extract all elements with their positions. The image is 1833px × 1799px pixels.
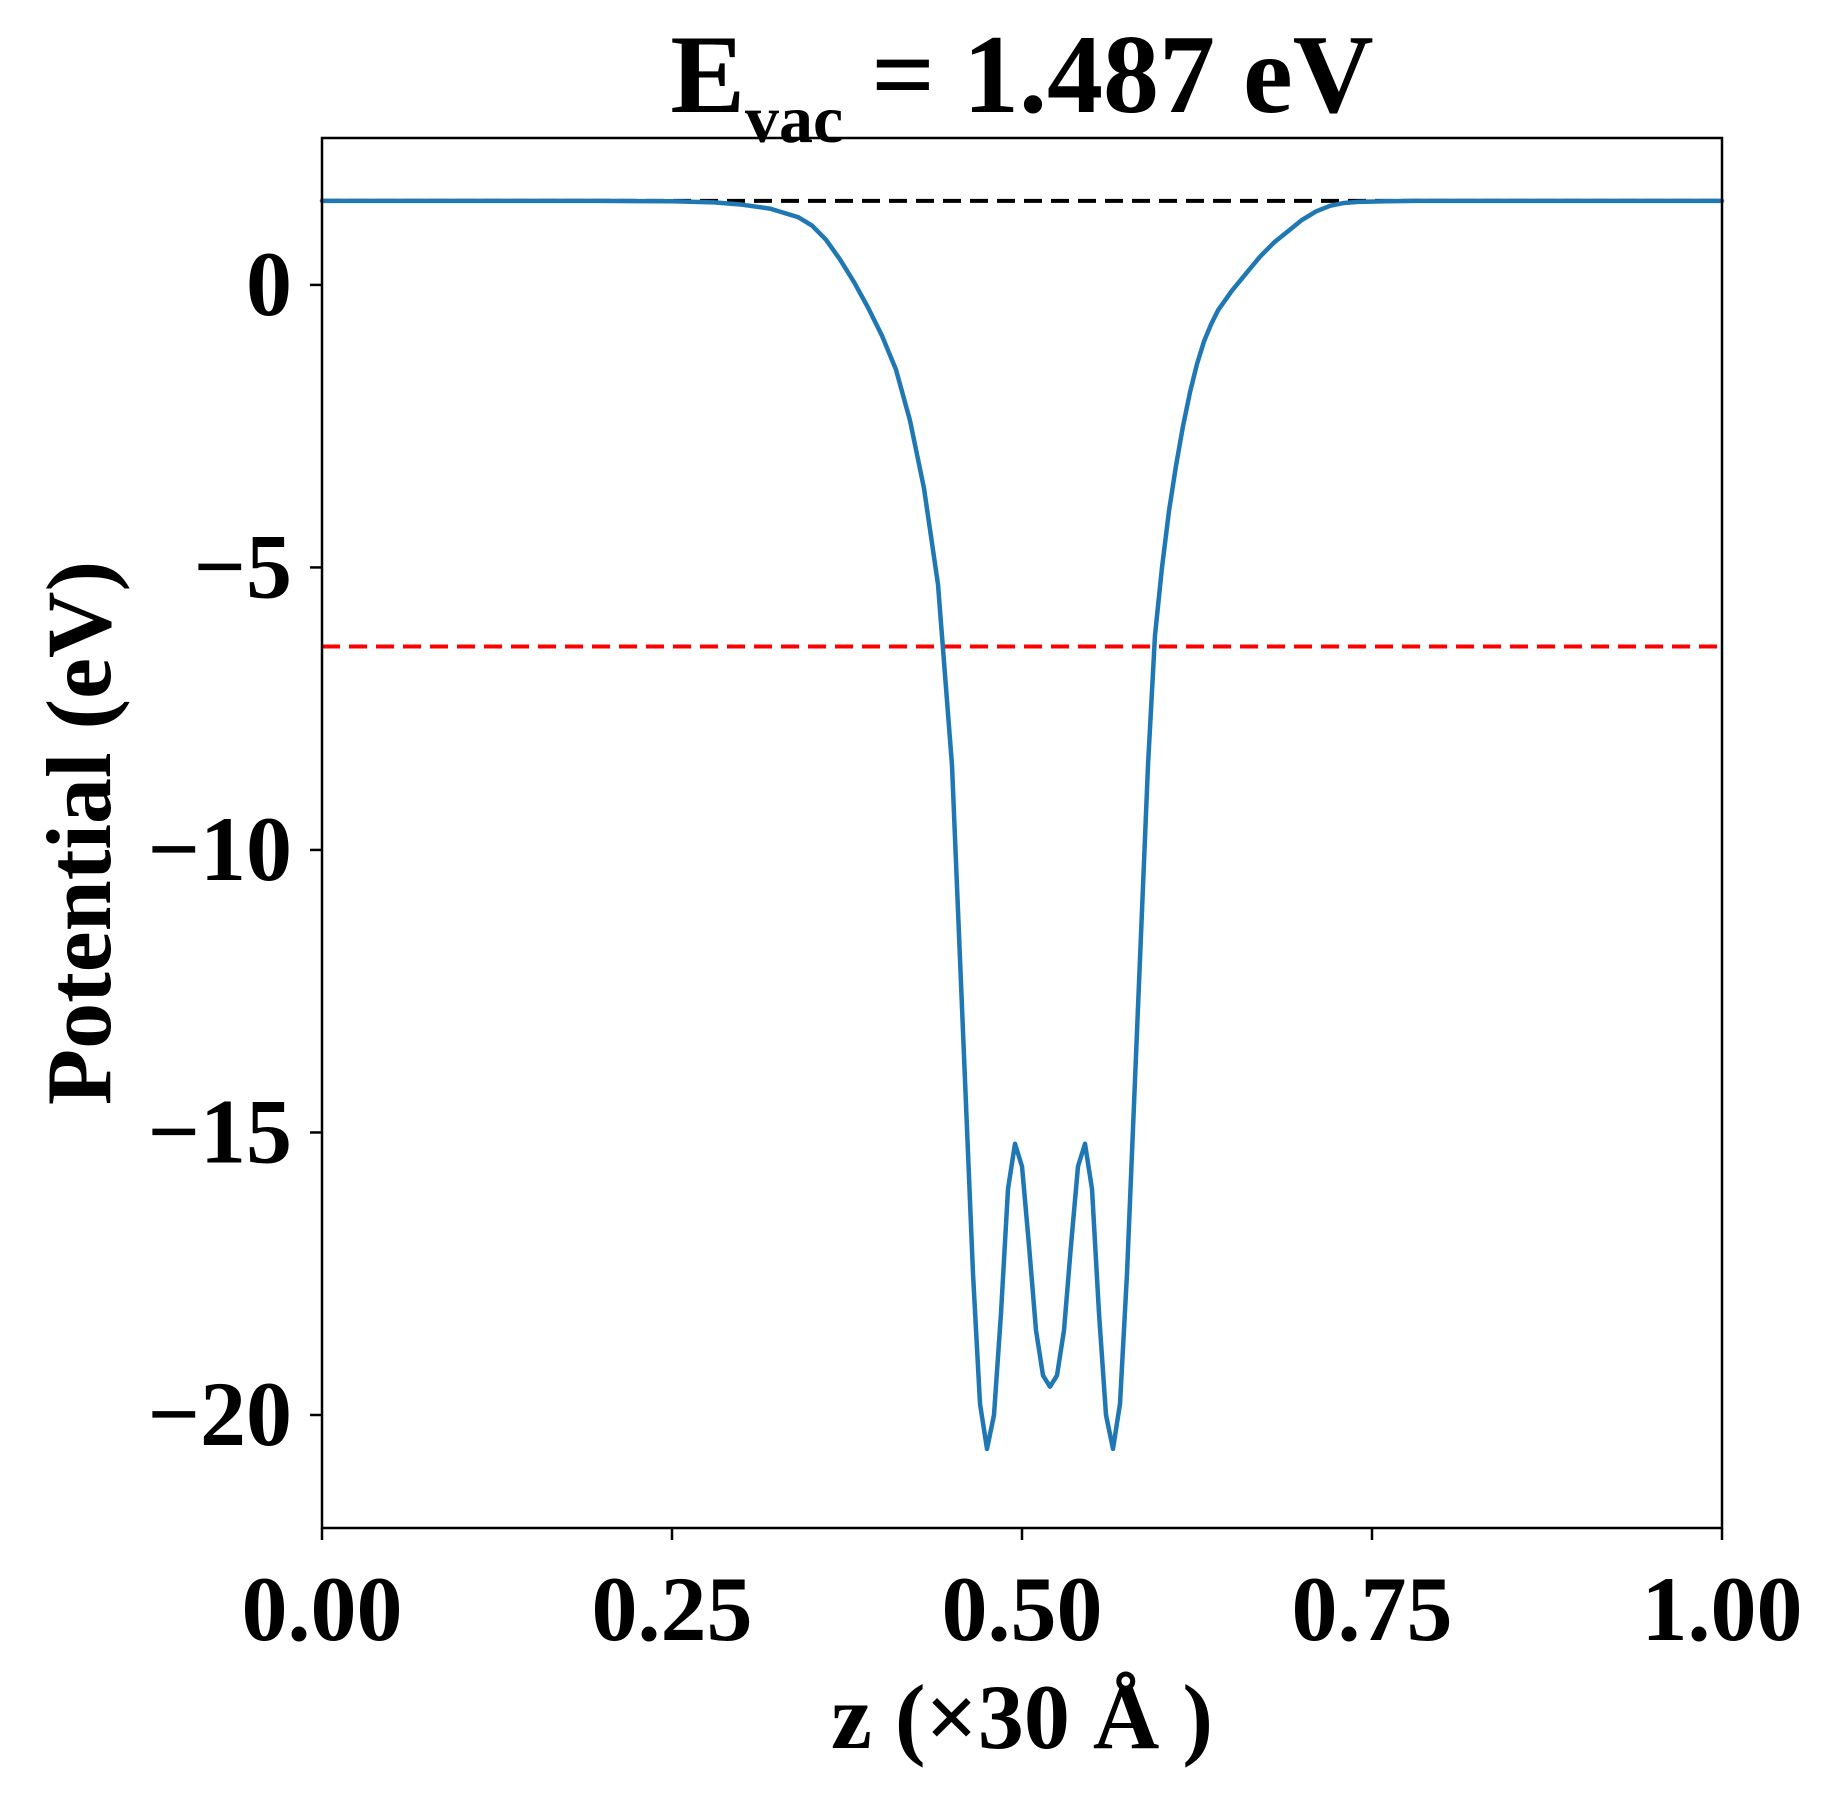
x-axis-label: z (×30 Å ): [831, 1666, 1213, 1768]
y-tick-label: −20: [148, 1363, 292, 1465]
y-tick-label: −15: [148, 1080, 292, 1182]
x-tick-label: 1.00: [1642, 1558, 1803, 1660]
x-tick-label: 0.25: [592, 1558, 753, 1660]
title-subscript: vac: [745, 81, 843, 157]
y-tick-label: −5: [194, 515, 292, 617]
x-tick-label: 0.00: [242, 1558, 403, 1660]
chart-title-text: Evac = 1.487 eV: [670, 13, 1373, 157]
plot-area: [319, 136, 1725, 1530]
title-rest: = 1.487 eV: [843, 13, 1373, 137]
x-tick-label: 0.50: [942, 1558, 1103, 1660]
axes-frame: [320, 136, 1724, 1530]
y-axis-ticks: 0 −5 −10 −15 −20: [148, 233, 322, 1465]
series-line-0: [319, 198, 1725, 1452]
x-tick-label: 0.75: [1292, 1558, 1453, 1660]
chart-title: Evac = 1.487 eV: [670, 13, 1373, 157]
title-main: E: [670, 13, 745, 137]
y-tick-label: 0: [246, 233, 292, 335]
y-axis-label: Potential (eV): [28, 561, 130, 1105]
x-axis-ticks: 0.00 0.25 0.50 0.75 1.00: [242, 1528, 1803, 1660]
y-tick-label: −10: [148, 798, 292, 900]
